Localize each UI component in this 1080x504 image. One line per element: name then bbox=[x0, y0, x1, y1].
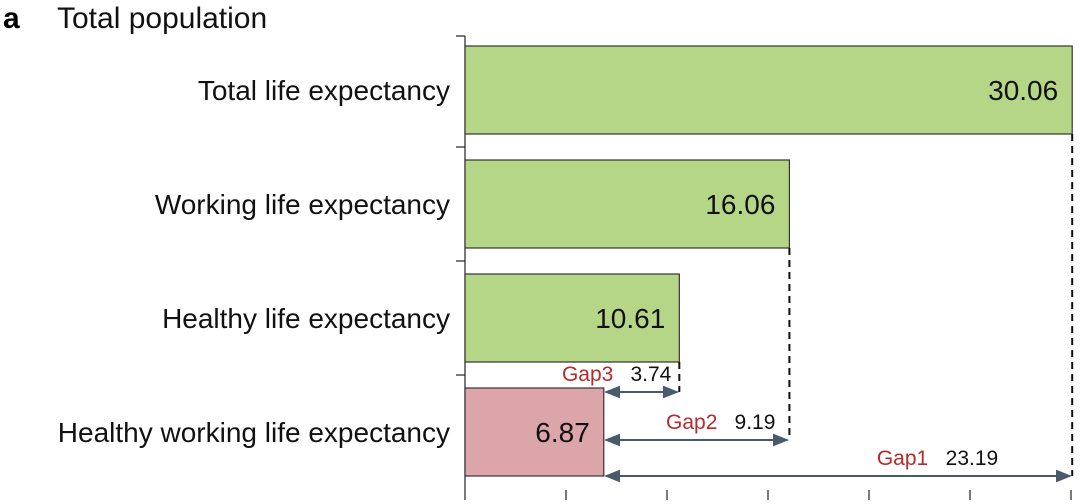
category-label: Healthy working life expectancy bbox=[58, 417, 450, 448]
bar bbox=[464, 159, 791, 249]
panel-letter: a bbox=[3, 2, 20, 35]
gap-value: 23.19 bbox=[946, 447, 999, 470]
gap-value: 3.74 bbox=[630, 363, 671, 386]
plot-area: 30.06 Total life expectancy 16.06 Working l… bbox=[58, 35, 1074, 500]
gap-name: Gap1 bbox=[877, 447, 928, 470]
gap-value: 9.19 bbox=[735, 411, 776, 434]
bar-value-label: 16.06 bbox=[705, 189, 775, 220]
bar-value-label: 10.61 bbox=[595, 303, 665, 334]
bar-value-label: 6.87 bbox=[535, 417, 590, 448]
gap-name: Gap3 bbox=[562, 363, 613, 386]
category-label: Total life expectancy bbox=[198, 75, 450, 106]
bar-value-label: 30.06 bbox=[988, 75, 1058, 106]
bar bbox=[464, 45, 1073, 135]
gap-name: Gap2 bbox=[666, 411, 717, 434]
panel-title: Total population bbox=[57, 2, 267, 35]
bar bbox=[464, 387, 605, 477]
category-label: Working life expectancy bbox=[155, 189, 450, 220]
bar bbox=[464, 273, 680, 363]
category-label: Healthy life expectancy bbox=[162, 303, 450, 334]
